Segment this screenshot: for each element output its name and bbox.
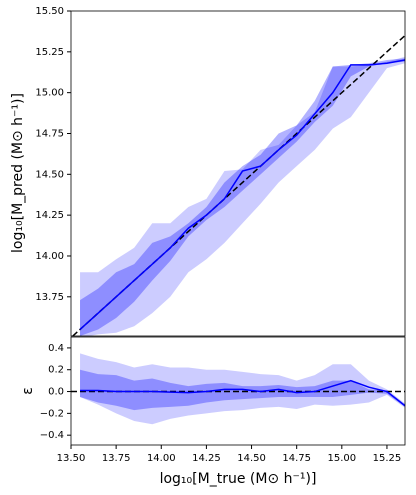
y-tick-label: 14.75 (35, 128, 64, 139)
line (80, 379, 405, 407)
x-tick-label: 14.75 (282, 453, 311, 464)
x-tick-label: 14.00 (147, 453, 176, 464)
y-tick-label: 15.00 (35, 88, 64, 99)
band (80, 58, 405, 336)
band (80, 56, 405, 336)
y-tick-label: 14.25 (35, 210, 64, 221)
plot-frame (70, 336, 406, 446)
y-tick-label: 13.75 (35, 292, 64, 303)
x-tick-label: 13.50 (57, 453, 86, 464)
plot-frame (70, 10, 406, 337)
x-tick-label: 13.75 (102, 453, 131, 464)
x-tick-label: 14.50 (237, 453, 266, 464)
line (79, 59, 405, 331)
x-axis-label: log₁₀[M_true (M⊙ h⁻¹)] (160, 471, 317, 487)
x-tick-label: 14.25 (192, 453, 221, 464)
y-tick-label: 0.0 (48, 387, 64, 398)
y-tick-label: 0.2 (48, 365, 64, 376)
y-axis-label: ε (20, 387, 36, 395)
y-tick-label: 15.50 (35, 6, 64, 17)
y-tick-label: 15.25 (35, 47, 64, 58)
x-tick-label: 15.00 (327, 453, 356, 464)
x-tick-label: 15.25 (373, 453, 402, 464)
y-tick-label: 14.00 (35, 251, 64, 262)
y-tick-label: 0.4 (48, 343, 64, 354)
y-tick-label: −0.2 (40, 408, 64, 419)
y-tick-label: −0.4 (40, 430, 64, 441)
y-axis-label: log₁₀[M_pred (M⊙ h⁻¹)] (10, 93, 26, 253)
y-tick-label: 14.50 (35, 169, 64, 180)
